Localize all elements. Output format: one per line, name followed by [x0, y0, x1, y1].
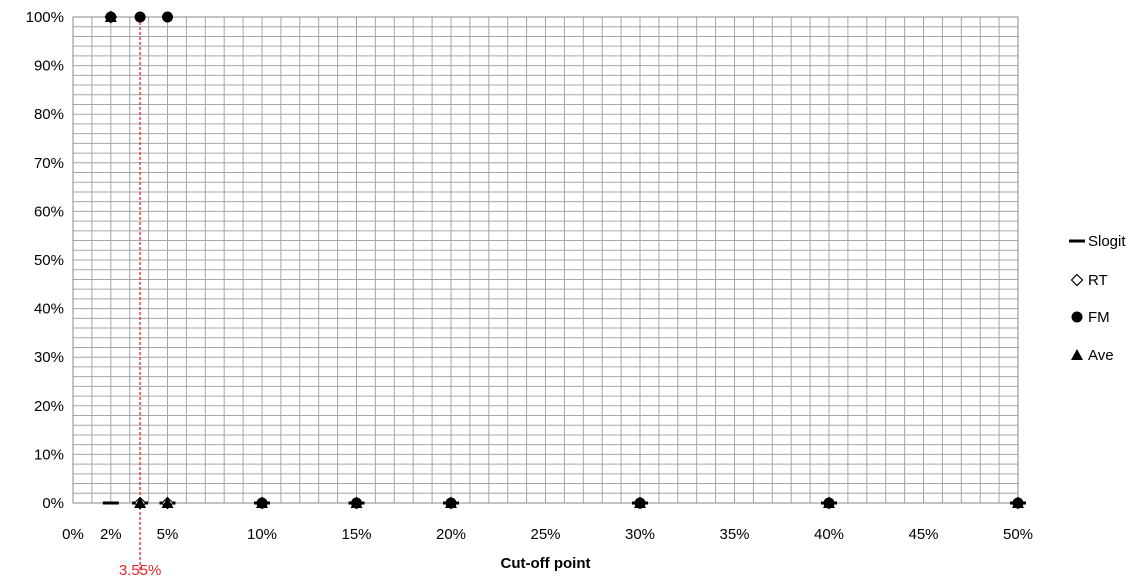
- x-tick-label: 10%: [247, 526, 277, 543]
- point-ave: [634, 497, 646, 508]
- point-fm: [134, 11, 146, 23]
- point-ave: [823, 497, 835, 508]
- legend-label-ave: Ave: [1088, 347, 1114, 364]
- plot-frame: [72, 16, 1019, 504]
- x-tick-label: 15%: [341, 526, 371, 543]
- point-ave: [256, 497, 268, 508]
- x-tick-labels: 0% 2% 5% 10% 15% 20% 25% 30% 35% 40% 45% 50%: [62, 526, 1033, 543]
- point-ave: [134, 497, 147, 508]
- x-tick-label: 0%: [62, 526, 84, 543]
- point-ave: [1012, 497, 1024, 508]
- y-tick-label: 30%: [34, 349, 64, 366]
- x-tick-label: 40%: [814, 526, 844, 543]
- legend: Slogit RT FM Ave: [1069, 233, 1126, 364]
- y-tick-label: 90%: [34, 58, 64, 75]
- point-ave: [161, 497, 174, 508]
- point-ave: [350, 497, 363, 508]
- x-tick-label: 20%: [436, 526, 466, 543]
- x-tick-label: 30%: [625, 526, 655, 543]
- y-tick-label: 20%: [34, 398, 64, 415]
- grid: [72, 16, 1019, 504]
- x-tick-label: 2%: [100, 526, 122, 543]
- y-tick-label: 100%: [26, 9, 64, 26]
- y-tick-label: 50%: [34, 252, 64, 269]
- point-slogit: [102, 501, 119, 505]
- y-tick-label: 60%: [34, 203, 64, 220]
- legend-marker-rt: [1070, 273, 1084, 287]
- y-tick-label: 10%: [34, 446, 64, 463]
- reference-line-group: 3.55%: [119, 17, 162, 579]
- reference-line-label: 3.55%: [119, 562, 162, 579]
- legend-marker-slogit: [1069, 239, 1085, 243]
- x-axis-title: Cut-off point: [501, 555, 591, 572]
- legend-label-fm: FM: [1088, 309, 1110, 326]
- y-tick-label: 80%: [34, 106, 64, 123]
- legend-label-rt: RT: [1088, 272, 1108, 289]
- x-tick-label: 5%: [157, 526, 179, 543]
- y-tick-labels: 0% 10% 20% 30% 40% 50% 60% 70% 80% 90% 100%: [26, 9, 64, 512]
- legend-marker-fm: [1071, 311, 1083, 323]
- legend-label-slogit: Slogit: [1088, 233, 1126, 250]
- x-tick-label: 50%: [1003, 526, 1033, 543]
- point-ave: [445, 497, 457, 508]
- x-tick-label: 35%: [719, 526, 749, 543]
- data-points: [102, 10, 1026, 510]
- y-tick-label: 0%: [42, 495, 64, 512]
- x-tick-label: 25%: [530, 526, 560, 543]
- y-tick-label: 70%: [34, 155, 64, 172]
- point-ave: [104, 11, 117, 22]
- point-fm: [162, 11, 173, 23]
- y-tick-label: 40%: [34, 301, 64, 318]
- x-tick-label: 45%: [908, 526, 938, 543]
- legend-marker-ave: [1071, 349, 1083, 360]
